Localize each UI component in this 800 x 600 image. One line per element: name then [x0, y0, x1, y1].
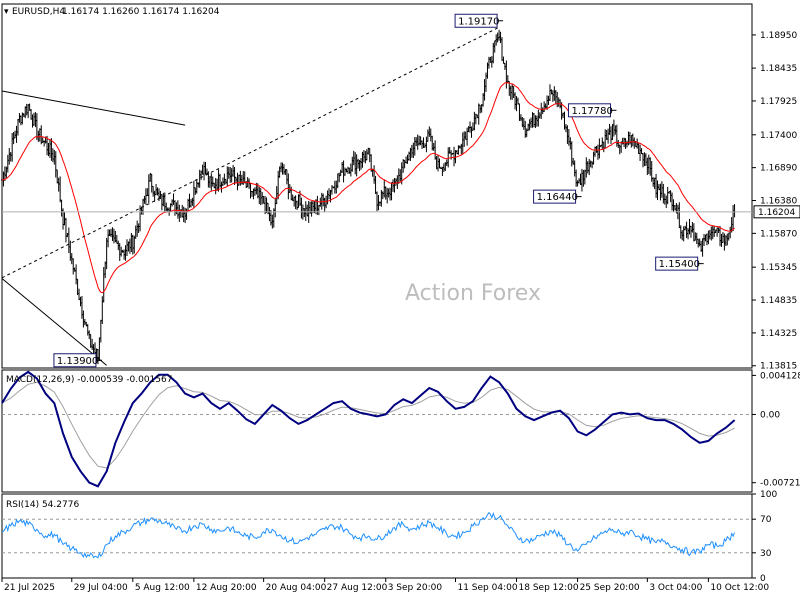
rsi-pane-frame: [1, 493, 753, 579]
trendline-2: [1, 278, 107, 366]
x-tick-label: 27 Aug 12:00: [327, 583, 388, 593]
x-tick-label: 12 Aug 20:00: [196, 583, 257, 593]
x-tick-label: 3 Oct 04:00: [649, 583, 702, 593]
price-ytick-label: 1.14325: [760, 329, 797, 339]
trendline-3: [1, 26, 500, 279]
symbol-dropdown-icon: ▾: [4, 7, 9, 17]
moving-average-line: [1, 82, 735, 294]
macd-ytick-label: -0.007216: [760, 479, 800, 489]
macd-ytick-label: 0.004128: [760, 371, 800, 381]
watermark: Action Forex: [405, 281, 541, 306]
price-ytick-label: 1.17925: [760, 97, 797, 107]
macd-signal-line: [1, 381, 735, 469]
rsi-line: [1, 511, 736, 559]
x-tick-label: 5 Aug 12:00: [135, 583, 190, 593]
price-ytick-label: 1.14835: [760, 296, 797, 306]
price-ytick-label: 1.16890: [760, 164, 797, 174]
price-ytick-label: 1.16380: [760, 196, 797, 206]
current-price-label: 1.16204: [758, 208, 795, 218]
x-tick-label: 10 Oct 12:00: [710, 583, 769, 593]
x-tick-label: 18 Sep 12:00: [519, 583, 579, 593]
rsi-ytick-label: 0: [760, 574, 766, 584]
x-tick-label: 11 Sep 04:00: [457, 583, 517, 593]
x-tick-label: 20 Aug 04:00: [266, 583, 327, 593]
ohlc-readout: 1.16174 1.16260 1.16174 1.16204: [62, 7, 220, 17]
macd-ytick-label: 0.00: [760, 410, 780, 420]
price-bars: [1, 29, 736, 365]
trendline-1: [1, 90, 186, 126]
annotation-label: 1.15400: [659, 259, 700, 270]
x-tick-label: 3 Sep 20:00: [388, 583, 443, 593]
price-ytick-label: 1.18950: [760, 31, 797, 41]
main-pane-frame: [1, 3, 753, 369]
current-price-box: [753, 205, 800, 219]
price-ytick-label: 1.15870: [760, 229, 797, 239]
annotation-label: 1.16440: [537, 192, 578, 203]
macd-main-line: [1, 370, 736, 488]
rsi-title: RSI(14) 54.2776: [6, 500, 79, 510]
rsi-ytick-label: 100: [760, 490, 777, 500]
annotation-label: 1.13900: [57, 356, 98, 367]
price-ytick-label: 1.15345: [760, 263, 797, 273]
annotation-label: 1.17780: [571, 106, 612, 117]
price-ytick-label: 1.18435: [760, 64, 797, 74]
macd-title: MACD(12,26,9) -0.000539 -0.001567: [6, 375, 172, 385]
x-tick-label: 21 Jul 2025: [4, 583, 55, 593]
rsi-ytick-label: 70: [760, 515, 772, 525]
x-tick-label: 25 Sep 20:00: [580, 583, 640, 593]
price-ytick-label: 1.17400: [760, 131, 797, 141]
rsi-ytick-label: 30: [760, 549, 772, 559]
annotation-label: 1.19170: [458, 16, 499, 27]
macd-pane-frame: [1, 369, 753, 493]
x-tick-label: 29 Jul 04:00: [74, 583, 128, 593]
price-ytick-label: 1.13815: [760, 362, 797, 372]
chart-symbol-title: EURUSD,H4: [12, 7, 65, 17]
